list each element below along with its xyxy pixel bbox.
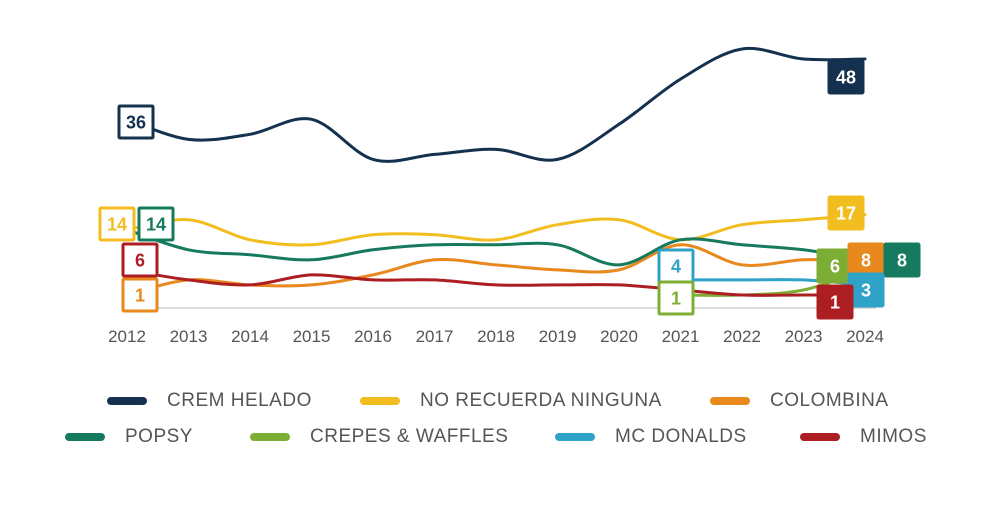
start-label-crepes-waffles: 1 (657, 280, 695, 316)
legend-label: NO RECUERDA NINGUNA (420, 390, 662, 411)
svg-text:4: 4 (671, 257, 681, 277)
x-tick-label: 2013 (170, 327, 208, 346)
svg-text:17: 17 (836, 204, 856, 224)
x-tick-label: 2021 (662, 327, 700, 346)
svg-text:6: 6 (135, 251, 145, 271)
svg-text:8: 8 (861, 251, 871, 271)
start-label-mc-donalds: 4 (657, 248, 695, 284)
series-line-crem-helado (125, 46, 867, 163)
legend-item-mimos: MIMOS (800, 426, 927, 448)
start-label-mimos: 6 (121, 242, 159, 278)
svg-text:1: 1 (671, 289, 681, 309)
legend-swatch (555, 433, 595, 441)
x-tick-label: 2024 (846, 327, 884, 346)
svg-text:14: 14 (146, 215, 166, 235)
legend-item-crem-helado: CREM HELADO (107, 390, 312, 412)
legend-item-mc-donalds: MC DONALDS (555, 426, 747, 448)
legend-label: CREPES & WAFFLES (310, 426, 509, 447)
legend-label: MC DONALDS (615, 426, 747, 447)
legend-item-popsy: POPSY (65, 426, 193, 448)
x-tick-label: 2023 (785, 327, 823, 346)
end-label-no-recuerda-ninguna: 17 (827, 195, 865, 231)
start-label-crem-helado: 36 (117, 104, 155, 140)
svg-text:6: 6 (830, 257, 840, 277)
legend-swatch (65, 433, 105, 441)
x-tick-label: 2020 (600, 327, 638, 346)
start-label-no-recuerda-ninguna: 14 (98, 206, 136, 242)
x-tick-label: 2017 (416, 327, 454, 346)
svg-text:3: 3 (861, 281, 871, 301)
legend-swatch (107, 397, 147, 405)
x-tick-label: 2019 (539, 327, 577, 346)
svg-text:36: 36 (126, 113, 146, 133)
legend-swatch (710, 397, 750, 405)
svg-text:1: 1 (830, 293, 840, 313)
svg-text:14: 14 (107, 215, 127, 235)
svg-text:1: 1 (135, 286, 145, 306)
svg-text:48: 48 (836, 68, 856, 88)
legend-item-crepes-waffles: CREPES & WAFFLES (250, 426, 508, 448)
series-line-no-recuerda-ninguna (125, 213, 867, 247)
x-axis-ticks: 2012 2013 2014 2015 2016 2017 2018 2019 2020 2021… (108, 327, 884, 346)
x-tick-label: 2015 (293, 327, 331, 346)
legend-swatch (800, 433, 840, 441)
start-label-popsy: 14 (137, 206, 175, 242)
series-lines (125, 46, 867, 297)
legend-swatch (360, 397, 400, 405)
x-tick-label: 2012 (108, 327, 146, 346)
x-tick-label: 2014 (231, 327, 269, 346)
legend-label: POPSY (125, 426, 193, 447)
end-label-mimos: 1 (816, 284, 854, 320)
x-tick-label: 2018 (477, 327, 515, 346)
svg-text:8: 8 (897, 251, 907, 271)
series-line-popsy (125, 228, 867, 267)
x-tick-label: 2022 (723, 327, 761, 346)
legend-label: CREM HELADO (167, 390, 312, 411)
end-label-crem-helado: 48 (827, 59, 865, 95)
legend-item-no-recuerda-ninguna: NO RECUERDA NINGUNA (360, 390, 662, 412)
legend-item-colombina: COLOMBINA (710, 390, 889, 412)
legend-label: MIMOS (860, 426, 927, 447)
series-line-mimos (125, 268, 867, 297)
end-label-popsy: 8 (883, 242, 921, 278)
legend-swatch (250, 433, 290, 441)
start-label-colombina: 1 (121, 277, 159, 313)
x-tick-label: 2016 (354, 327, 392, 346)
legend-label: COLOMBINA (770, 390, 889, 411)
